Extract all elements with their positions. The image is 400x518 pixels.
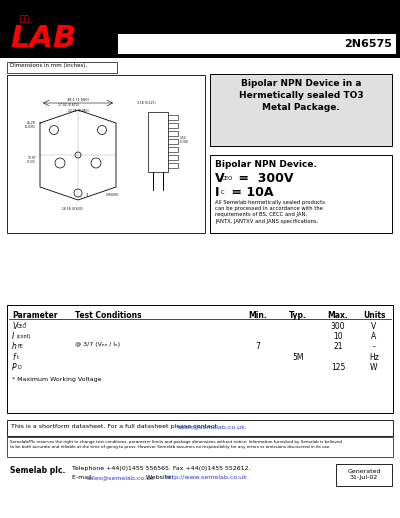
Bar bbox=[7, 437, 393, 457]
Text: Typ.: Typ. bbox=[289, 311, 307, 320]
Text: @ 3/7 (Vₑₒ / Iₑ): @ 3/7 (Vₑₒ / Iₑ) bbox=[75, 342, 120, 347]
Text: http://www.semelab.co.uk: http://www.semelab.co.uk bbox=[165, 475, 247, 480]
Text: E-mail:: E-mail: bbox=[72, 475, 96, 480]
Text: CEO: CEO bbox=[17, 324, 27, 329]
Bar bbox=[7, 305, 393, 413]
Text: FE: FE bbox=[17, 344, 23, 349]
Bar bbox=[168, 147, 178, 152]
Text: Semelab plc.: Semelab plc. bbox=[10, 466, 65, 475]
Text: I: I bbox=[12, 332, 14, 341]
Text: CEO: CEO bbox=[222, 176, 233, 181]
Text: 2N6575: 2N6575 bbox=[344, 39, 392, 49]
Text: V: V bbox=[215, 172, 225, 185]
Text: D: D bbox=[17, 365, 21, 370]
Text: Dimensions in mm (inches).: Dimensions in mm (inches). bbox=[10, 63, 87, 68]
Text: 1: 1 bbox=[86, 193, 88, 197]
Text: LAB: LAB bbox=[10, 24, 76, 53]
Text: 300: 300 bbox=[331, 322, 345, 331]
Text: Bipolar NPN Device.: Bipolar NPN Device. bbox=[215, 160, 317, 169]
Text: t: t bbox=[17, 355, 19, 360]
Text: 125: 125 bbox=[331, 363, 345, 372]
Text: 10: 10 bbox=[333, 332, 343, 341]
Text: P: P bbox=[12, 363, 17, 372]
Text: Website:: Website: bbox=[140, 475, 175, 480]
Text: = 10A: = 10A bbox=[227, 186, 274, 199]
Bar bbox=[168, 131, 178, 136]
Bar bbox=[168, 123, 178, 128]
Text: 17.02 (0.670): 17.02 (0.670) bbox=[58, 103, 78, 107]
Text: Test Conditions: Test Conditions bbox=[75, 311, 142, 320]
Bar bbox=[168, 115, 178, 120]
Bar bbox=[210, 155, 392, 233]
Text: ⿭⿭: ⿭⿭ bbox=[20, 14, 30, 23]
Text: C: C bbox=[221, 190, 225, 195]
Text: f: f bbox=[12, 353, 15, 362]
Text: Bipolar NPN Device in a
Hermetically sealed TO3
Metal Package.: Bipolar NPN Device in a Hermetically sea… bbox=[239, 79, 363, 111]
Text: *: * bbox=[24, 322, 26, 327]
Text: 1.52
(0.06): 1.52 (0.06) bbox=[180, 136, 189, 145]
Text: Generated
31-Jul-02: Generated 31-Jul-02 bbox=[347, 469, 381, 480]
Bar bbox=[7, 75, 205, 233]
Bar bbox=[148, 112, 168, 172]
Text: sales@semelab.co.uk: sales@semelab.co.uk bbox=[87, 475, 155, 480]
Bar bbox=[0, 0, 400, 58]
Text: All Semelab hermetically sealed products
can be processed in accordance with the: All Semelab hermetically sealed products… bbox=[215, 200, 325, 224]
Text: V: V bbox=[12, 322, 17, 331]
Text: 7: 7 bbox=[256, 342, 260, 351]
Bar bbox=[168, 139, 178, 144]
Text: (cont): (cont) bbox=[17, 334, 32, 339]
Text: I: I bbox=[215, 186, 220, 199]
Bar bbox=[7, 462, 393, 490]
Text: 22.35 (0.880): 22.35 (0.880) bbox=[68, 109, 88, 113]
Text: Parameter: Parameter bbox=[12, 311, 58, 320]
Text: 21: 21 bbox=[333, 342, 343, 351]
Bar bbox=[210, 74, 392, 146]
Text: Hz: Hz bbox=[369, 353, 379, 362]
Text: 5M: 5M bbox=[292, 353, 304, 362]
Text: A: A bbox=[371, 332, 377, 341]
Text: sales@semelab.co.uk.: sales@semelab.co.uk. bbox=[177, 424, 247, 429]
Text: h: h bbox=[12, 342, 17, 351]
Text: 0.90000: 0.90000 bbox=[106, 193, 119, 197]
Bar bbox=[168, 163, 178, 168]
Text: Semelab/Plc reserves the right to change test conditions, parameter limits and p: Semelab/Plc reserves the right to change… bbox=[10, 440, 342, 449]
Text: Min.: Min. bbox=[249, 311, 267, 320]
Text: -: - bbox=[373, 342, 375, 351]
Text: 13.97
(0.55): 13.97 (0.55) bbox=[27, 156, 36, 164]
Bar bbox=[168, 155, 178, 160]
Text: 26.29
(1.035): 26.29 (1.035) bbox=[25, 121, 36, 130]
Text: V: V bbox=[371, 322, 377, 331]
Text: 16.56 (0.625): 16.56 (0.625) bbox=[62, 207, 84, 211]
Bar bbox=[118, 34, 396, 54]
Bar bbox=[7, 420, 393, 436]
Text: W: W bbox=[370, 363, 378, 372]
Text: * Maximum Working Voltage: * Maximum Working Voltage bbox=[12, 377, 102, 382]
Text: 38.1 (1.500): 38.1 (1.500) bbox=[67, 98, 89, 102]
Bar bbox=[336, 464, 392, 486]
Text: =  300V: = 300V bbox=[234, 172, 294, 185]
Text: Telephone +44(0)1455 556565. Fax +44(0)1455 552612.: Telephone +44(0)1455 556565. Fax +44(0)1… bbox=[72, 466, 250, 471]
Text: Units: Units bbox=[363, 311, 385, 320]
Text: Max.: Max. bbox=[328, 311, 348, 320]
Text: 3.18 (0.125): 3.18 (0.125) bbox=[137, 101, 155, 105]
Bar bbox=[7, 62, 117, 73]
Text: This is a shortform datasheet. For a full datasheet please contact: This is a shortform datasheet. For a ful… bbox=[11, 424, 219, 429]
